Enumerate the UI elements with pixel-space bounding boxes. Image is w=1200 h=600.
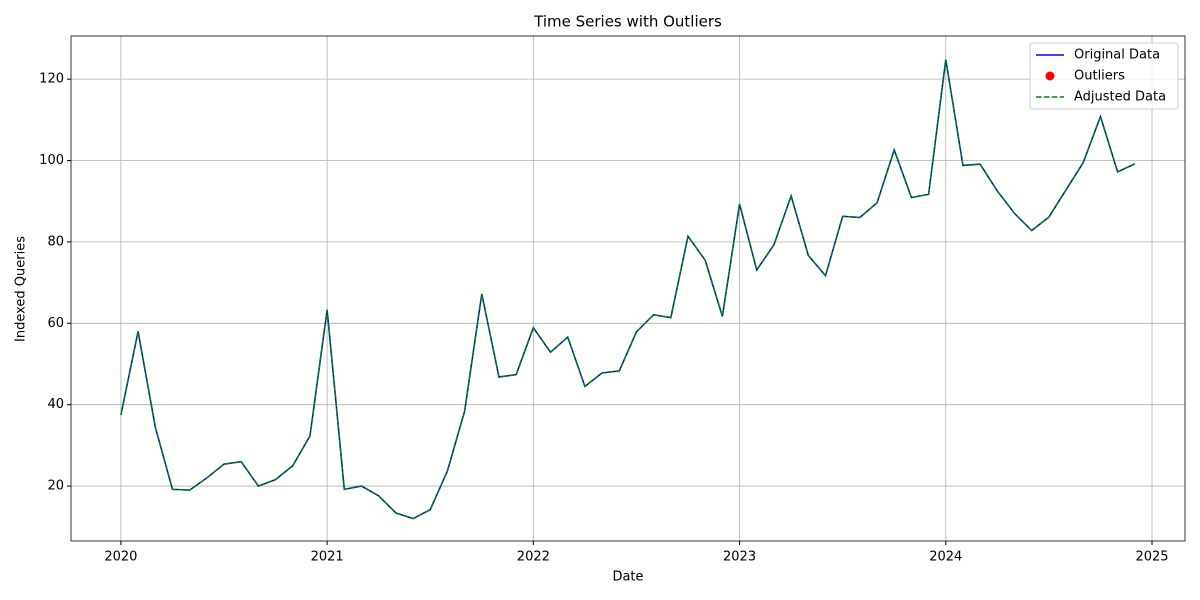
legend-label: Original Data [1074, 48, 1160, 63]
y-tick-label: 20 [47, 479, 64, 494]
x-tick-label: 2024 [929, 550, 962, 565]
y-tick-label: 100 [39, 153, 64, 168]
x-tick-label: 2022 [517, 550, 550, 565]
chart-title: Time Series with Outliers [533, 13, 722, 31]
x-tick-label: 2021 [311, 550, 344, 565]
legend-marker [1045, 71, 1055, 81]
y-tick-label: 40 [47, 397, 64, 412]
data-line [120, 59, 1136, 520]
x-tick-label: 2020 [104, 550, 137, 565]
axes-frame [70, 35, 1186, 542]
legend-box [1029, 42, 1179, 110]
x-tick-label: 2025 [1135, 550, 1168, 565]
y-tick-label: 80 [47, 234, 64, 249]
data-line [120, 59, 1136, 520]
legend-label: Outliers [1074, 69, 1125, 84]
y-tick-label: 120 [39, 72, 64, 87]
legend-label: Adjusted Data [1074, 90, 1166, 105]
x-axis-label: Date [612, 570, 643, 585]
y-axis-label: Indexed Queries [14, 236, 29, 342]
y-tick-label: 60 [47, 316, 64, 331]
x-tick-label: 2023 [723, 550, 756, 565]
